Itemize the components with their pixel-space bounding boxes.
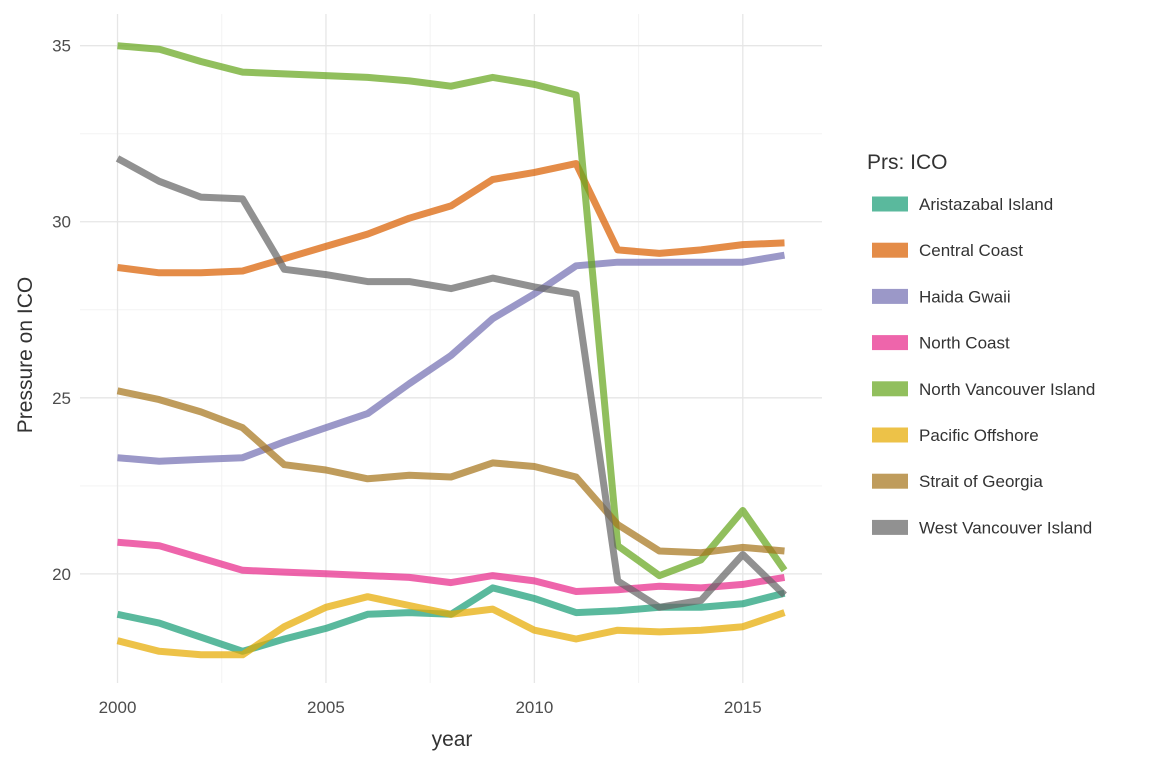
legend-label-north-coast: North Coast — [919, 334, 1010, 353]
legend-key-strait-of-georgia — [872, 473, 908, 489]
legend-label-central-coast: Central Coast — [919, 241, 1023, 260]
x-tick-label: 2015 — [724, 698, 762, 717]
y-tick-label: 30 — [52, 213, 71, 232]
series-line-pacific-offshore — [116, 593, 786, 659]
legend-label-pacific-offshore: Pacific Offshore — [919, 426, 1039, 445]
series-line-west-vancouver-island — [115, 155, 787, 611]
legend: Prs: ICO Aristazabal Island Central Coast… — [867, 151, 1095, 537]
legend-label-west-vancouver-island: West Vancouver Island — [919, 518, 1092, 537]
y-axis-title: Pressure on ICO — [14, 277, 37, 433]
legend-label-north-vancouver-island: North Vancouver Island — [919, 380, 1095, 399]
series-line-strait-of-georgia — [116, 387, 785, 557]
series-line-north-coast — [117, 538, 786, 595]
legend-key-aristazabal-island — [872, 196, 908, 212]
legend-key-central-coast — [872, 242, 908, 258]
legend-key-north-vancouver-island — [872, 381, 908, 397]
legend-label-haida-gwaii: Haida Gwaii — [919, 287, 1011, 306]
legend-items: Aristazabal Island Central Coast Haida Gwa… — [872, 195, 1095, 537]
legend-key-haida-gwaii — [872, 288, 908, 304]
x-tick-label: 2000 — [99, 698, 137, 717]
x-tick-label: 2010 — [515, 698, 553, 717]
y-tick-label: 35 — [52, 37, 71, 56]
series-line-haida-gwaii — [117, 251, 786, 465]
legend-label-aristazabal-island: Aristazabal Island — [919, 195, 1053, 214]
legend-key-west-vancouver-island — [872, 519, 908, 535]
legend-key-pacific-offshore — [872, 427, 908, 443]
x-axis-title: year — [432, 728, 473, 751]
y-axis-ticks: 20 25 30 35 — [52, 37, 71, 584]
series-lines — [115, 42, 788, 659]
x-axis-ticks: 2000 2005 2010 2015 — [99, 698, 762, 717]
series-line-aristazabal-island — [116, 584, 786, 655]
grid-lines — [80, 14, 822, 683]
legend-key-north-coast — [872, 335, 908, 351]
series-line-central-coast — [117, 160, 785, 277]
legend-title: Prs: ICO — [867, 151, 948, 174]
y-tick-label: 25 — [52, 389, 71, 408]
series-line-north-vancouver-island — [117, 42, 788, 580]
legend-label-strait-of-georgia: Strait of Georgia — [919, 472, 1043, 491]
y-tick-label: 20 — [52, 565, 71, 584]
x-tick-label: 2005 — [307, 698, 345, 717]
